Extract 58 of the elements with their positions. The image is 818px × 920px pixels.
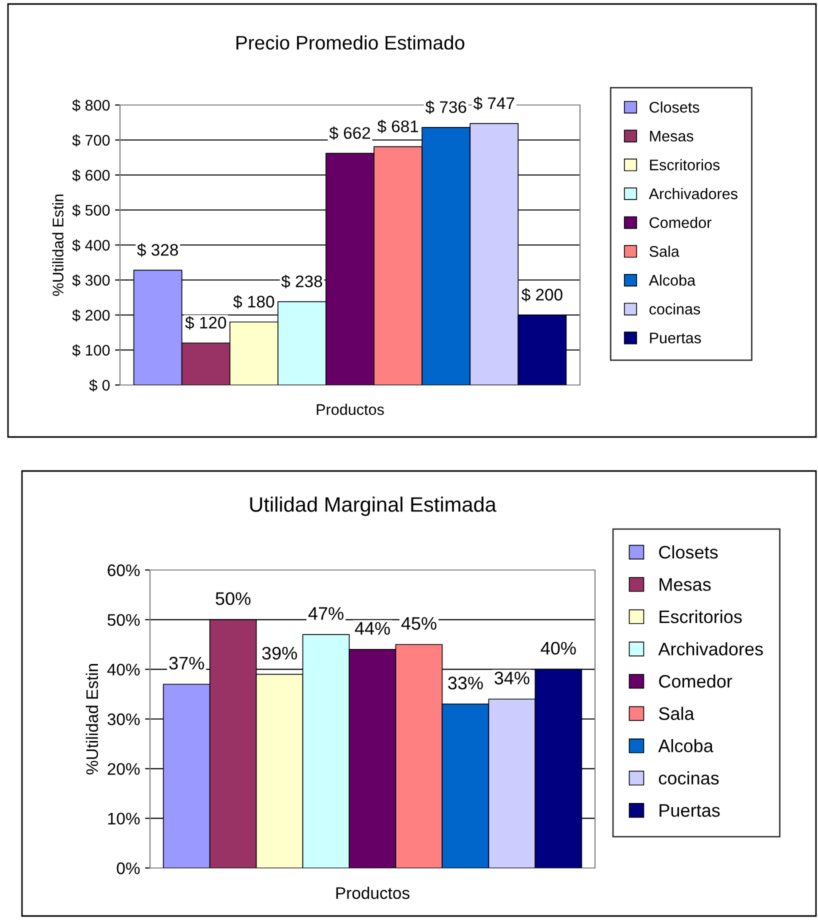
- data-label: $ 120: [185, 316, 226, 330]
- data-label: 50%: [216, 592, 250, 605]
- y-tick-label: 30%: [108, 713, 140, 726]
- y-tick-label: $ 0: [89, 379, 110, 392]
- y-tick-label: $ 100: [72, 344, 110, 357]
- data-label: 34%: [494, 672, 530, 684]
- legend-label: Alcoba: [658, 739, 714, 752]
- data-label: 40%: [540, 642, 576, 655]
- legend-label: Mesas: [660, 578, 711, 591]
- y-axis-title: %Utilidad Estin: [86, 664, 98, 774]
- y-tick-label: $ 600: [72, 169, 110, 182]
- y-tick-label: 0%: [116, 862, 140, 874]
- data-label: $ 238: [281, 274, 322, 288]
- legend-label: Comedor: [659, 674, 732, 688]
- legend-label: Archivadores: [648, 188, 738, 200]
- legend-label: Escritorios: [650, 159, 720, 170]
- data-label: $ 681: [377, 120, 418, 134]
- data-label: $ 180: [233, 295, 274, 309]
- data-label: $ 328: [137, 243, 178, 257]
- data-label: $ 662: [329, 126, 370, 140]
- y-tick-label: 40%: [107, 664, 140, 676]
- data-label: 45%: [401, 617, 436, 630]
- y-tick-label: 10%: [108, 812, 140, 825]
- data-label: $ 747: [473, 96, 514, 110]
- data-label: 47%: [308, 607, 344, 620]
- data-label: $ 200: [522, 288, 562, 302]
- y-tick-label: $ 300: [72, 274, 110, 287]
- data-label: 39%: [262, 646, 297, 660]
- y-axis-title: %Utilidad Estin: [52, 194, 64, 296]
- y-tick-label: $ 700: [72, 134, 110, 147]
- legend-label: Sala: [658, 706, 694, 720]
- legend-label: Archivadores: [658, 642, 763, 656]
- legend-label: Mesas: [650, 130, 694, 142]
- legend-label: Puertas: [650, 332, 701, 344]
- data-label: 37%: [169, 656, 204, 670]
- legend-label: Sala: [650, 246, 680, 257]
- x-axis-title: Productos: [316, 404, 384, 415]
- legend-label: Closets: [650, 101, 700, 113]
- y-tick-label: $ 500: [72, 204, 110, 217]
- chart-title: Precio Promedio Estimado: [236, 35, 464, 50]
- y-tick-label: $ 200: [72, 309, 110, 322]
- legend-label: cocinas: [658, 771, 719, 785]
- data-label: 44%: [354, 622, 390, 635]
- legend-label: Comedor: [650, 216, 712, 228]
- y-tick-label: 50%: [108, 614, 140, 626]
- legend-label: Closets: [659, 545, 718, 559]
- x-axis-title: Productos: [336, 886, 410, 899]
- chart-title: Utilidad Marginal Estimada: [250, 496, 496, 516]
- legend-label: Escritorios: [660, 610, 742, 624]
- data-label: $ 736: [425, 100, 466, 114]
- y-tick-label: $ 800: [72, 99, 110, 112]
- y-tick-label: $ 400: [72, 239, 110, 252]
- y-tick-label: 20%: [108, 763, 140, 775]
- legend-label: cocinas: [649, 303, 700, 315]
- data-label: 33%: [448, 676, 483, 690]
- legend-label: Puertas: [660, 804, 720, 817]
- y-tick-label: 60%: [108, 564, 140, 576]
- legend-label: Alcoba: [648, 274, 696, 286]
